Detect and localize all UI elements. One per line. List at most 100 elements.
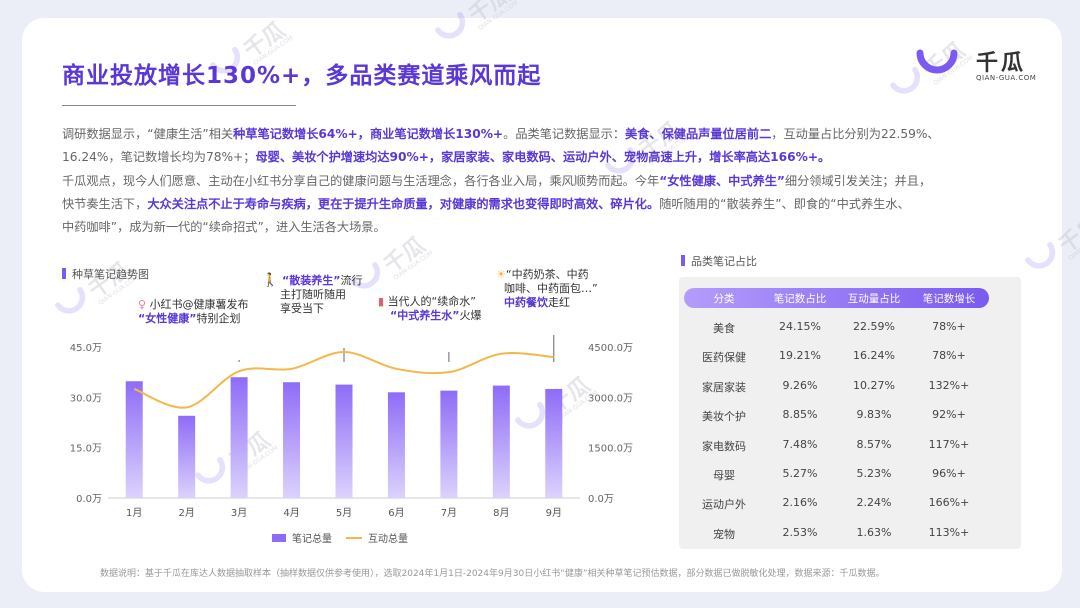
logo-text: 千瓜 [976, 51, 1027, 76]
bar-2 [178, 415, 196, 498]
chart-section-marker [62, 268, 66, 279]
footer-note: 数据说明：基于千瓜在库达人数据抽取样本（抽样数据仅供参考使用），选取2024年1… [100, 569, 885, 579]
table-cell: 8.57% [856, 437, 892, 451]
p3-text-c: 细分领域引发关注；并且， [784, 174, 932, 188]
table-cell: 1.63% [856, 525, 892, 539]
annotation-4-line3: 走红 [548, 296, 570, 309]
p1-highlight-b: 美食、保健品声量位居前二 [625, 127, 772, 141]
p1-text-a: 调研数据显示，“健康生活”相关 [62, 127, 234, 141]
p3-text: 千瓜观点，现今人们愿意、主动在小红书分享自己的健康问题与生活理念，各行各业入局，… [62, 174, 660, 188]
annotation-2-line3: 享受当下 [280, 302, 324, 315]
table-cell: 78%+ [932, 320, 966, 333]
table-header-cell: 分类 [713, 293, 735, 305]
table-cell: 8.85% [782, 408, 818, 422]
table-header-cell: 互动量占比 [847, 293, 901, 305]
annotation-herbal-food: ☀“中药奶茶、中药 咖啡、中药面包…” 中药餐饮走红 [496, 268, 598, 310]
person-icon: 🚶 [262, 273, 279, 288]
x-tick-label: 9月 [546, 507, 562, 519]
annotation-2-highlight: “散装养生” [282, 274, 341, 287]
bar-4 [283, 382, 301, 498]
annotation-bulk-wellness: 🚶 “散装养生”流行 主打随听随用 享受当下 [262, 274, 362, 316]
table-cell: 166%+ [928, 496, 970, 510]
x-tick-label: 6月 [388, 507, 404, 519]
table-row-category: 医药保健 [702, 351, 746, 365]
qiangua-logo: 千瓜 QIAN-GUA.COM [916, 45, 1046, 91]
paragraph-2: 千瓜观点，现今人们愿意、主动在小红书分享自己的健康问题与生活理念，各行各业入局，… [62, 170, 1022, 239]
legend-bar-label: 笔记总量 [292, 532, 332, 545]
table-row-category: 美妆个护 [702, 410, 746, 424]
y-left-tick-label: 30.0万 [70, 393, 102, 404]
table-cell: 96%+ [932, 467, 966, 480]
table-cell: 19.21% [779, 349, 821, 363]
p3-highlight: “女性健康、中式养生” [659, 174, 785, 188]
annotation-4-highlight: 中药餐饮 [504, 296, 548, 309]
table-header-cell: 笔记数增长 [922, 293, 976, 305]
bar-6 [387, 392, 405, 498]
annotation-4-line2: 咖啡、中药面包…” [504, 282, 598, 295]
table-cell: 24.15% [779, 320, 821, 333]
logo-mark-icon [916, 49, 958, 74]
annotation-2-line2: 主打随听随用 [280, 288, 346, 301]
y-right-tick-label: 1500.0万 [588, 444, 633, 455]
p2-highlight: 母婴、美妆个护增速均达90%+，家居家装、家电数码、运动户外、宠物高速上升，增长… [255, 150, 831, 164]
x-tick-label: 5月 [336, 507, 352, 519]
table-section-marker [681, 255, 685, 266]
table-header-cell: 笔记数占比 [773, 293, 827, 305]
table-cell: 132%+ [928, 378, 970, 392]
annotation-women-health: ♀ 小红书@健康薯发布 “女性健康”特别企划 [138, 298, 249, 326]
x-tick-label: 2月 [178, 507, 194, 519]
p1-text-e: ，互动量占比分别为22.59%、 [771, 127, 940, 141]
paragraph-1: 调研数据显示，“健康生活”相关种草笔记数增长64%+，商业笔记数增长130%+。… [62, 123, 1022, 169]
table-row-category: 家电数码 [702, 439, 746, 453]
table-cell: 10.27% [853, 378, 895, 392]
table-cell: 16.24% [853, 349, 895, 363]
p1-text-c: 。品类笔记数据显示： [503, 127, 626, 141]
table-row-category: 母婴 [713, 469, 735, 482]
bar-3 [230, 377, 248, 498]
chart-section-title: 种草笔记趋势图 [72, 268, 149, 281]
x-tick-label: 3月 [231, 507, 247, 519]
p5-text: 中药咖啡”，成为新一代的“续命招式”，进入生活各大场景。 [62, 220, 386, 234]
page-title: 商业投放增长130%+，多品类赛道乘风而起 [62, 63, 542, 89]
table-cell: 5.27% [782, 467, 818, 480]
p2-text-a: 16.24%，笔记数增长均为78%+； [62, 150, 256, 164]
bar-9 [545, 388, 563, 498]
p4-text-a: 快节奏生活下， [62, 197, 148, 211]
table-row-category: 美食 [713, 322, 735, 335]
p1-highlight-a: 种草笔记数增长64%+，商业笔记数增长130%+ [233, 127, 504, 141]
table-cell: 92%+ [932, 408, 966, 422]
table-cell: 113%+ [928, 525, 970, 539]
table-cell: 9.83% [856, 408, 892, 422]
annotation-3-line2: 火爆 [459, 309, 482, 322]
bar-7 [440, 390, 458, 498]
category-table [679, 277, 1021, 549]
table-header-bar [684, 288, 989, 308]
x-tick-label: 1月 [126, 507, 142, 519]
table-cell: 9.26% [782, 378, 818, 392]
annotation-4-line1: “中药奶茶、中药 [505, 268, 589, 281]
y-left-tick-label: 0.0万 [76, 494, 102, 505]
title-underline [62, 105, 296, 106]
pin-icon: ♀ [138, 298, 147, 311]
table-row-category: 宠物 [713, 527, 735, 541]
annotation-2-line1: 流行 [340, 274, 363, 287]
table-cell: 2.53% [782, 525, 818, 539]
logo-subtext: QIAN-GUA.COM [976, 74, 1037, 82]
table-row-category: 家居家装 [702, 380, 746, 394]
legend-bar-swatch [272, 534, 286, 542]
annotation-chinese-water: ▮ 当代人的“续命水” “中式养生水”火爆 [378, 295, 481, 323]
table-cell: 2.16% [782, 496, 818, 510]
bottle-icon: ▮ [378, 295, 385, 308]
bar-1 [125, 381, 143, 498]
x-tick-label: 4月 [283, 507, 299, 519]
table-cell: 78%+ [932, 349, 966, 363]
table-cell: 22.59% [853, 320, 895, 333]
watermark-subtext: QIAN-GUA.COM [1067, 229, 1080, 262]
bar-5 [335, 384, 353, 498]
annotation-3-highlight: “中式养生水” [390, 309, 460, 322]
y-right-tick-label: 3000.0万 [588, 393, 633, 404]
sun-icon: ☀ [496, 268, 506, 281]
table-cell: 5.23% [856, 467, 892, 480]
table-row-category: 运动户外 [702, 498, 746, 512]
x-tick-label: 7月 [441, 507, 457, 519]
